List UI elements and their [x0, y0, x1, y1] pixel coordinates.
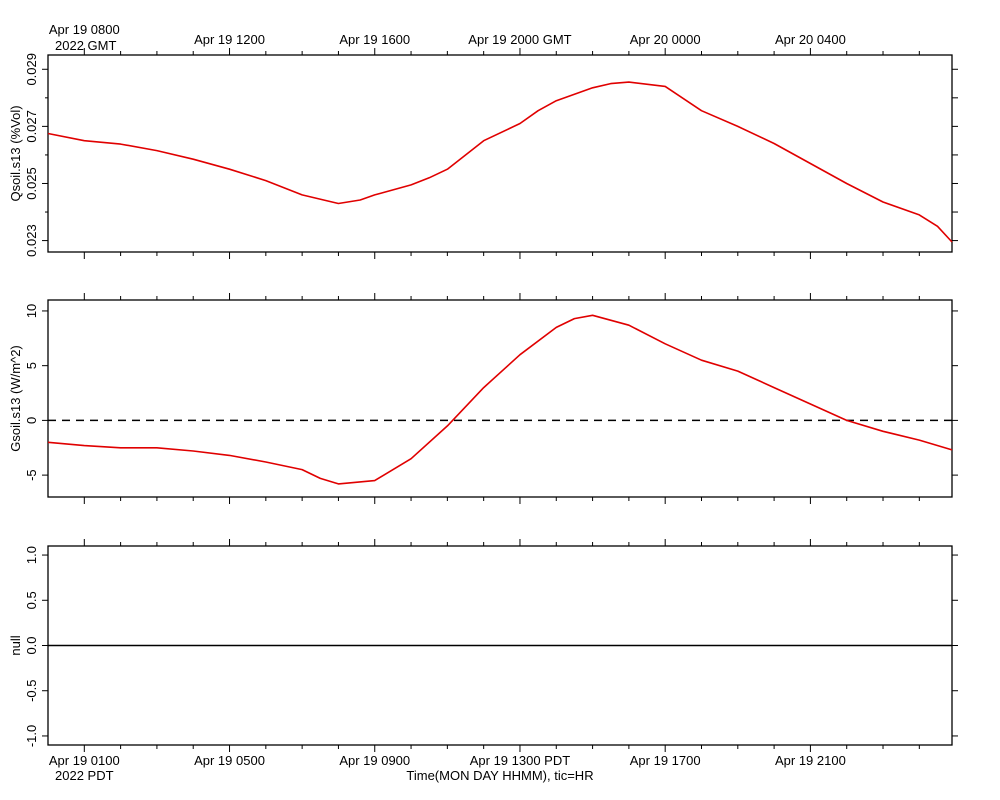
y-tick-label: 0.027 — [24, 110, 39, 143]
plot-frame — [47, 54, 953, 253]
top-time-label: Apr 20 0000 — [630, 32, 701, 47]
y-tick-label: 0.029 — [24, 53, 39, 86]
y-tick-label: -0.5 — [24, 680, 39, 702]
y-tick-label: 1.0 — [24, 546, 39, 564]
bottom-time-label: Apr 19 2100 — [775, 753, 846, 768]
bottom-time-label: Apr 19 1700 — [630, 753, 701, 768]
bottom-time-label: Apr 19 1300 PDT — [470, 753, 571, 768]
series-line — [47, 314, 953, 485]
y-tick-label: -5 — [24, 469, 39, 481]
top-time-label: Apr 19 2000 GMT — [468, 32, 571, 47]
top-time-label: Apr 19 0800 — [49, 22, 120, 37]
series-line — [47, 81, 953, 243]
soil-heat-flux-panel: 10 5 0 -5 Gsoil.s13 (W/m^2) — [8, 293, 958, 504]
top-time-label: Apr 19 1200 — [194, 32, 265, 47]
top-time-axis: Apr 19 0800 Apr 19 1200 Apr 19 1600 Apr 19 … — [49, 22, 846, 47]
y-axis-label: null — [8, 635, 23, 655]
bottom-time-label: Apr 19 0100 — [49, 753, 120, 768]
y-tick-label: 0.0 — [24, 636, 39, 654]
bottom-time-label: Apr 19 0900 — [339, 753, 410, 768]
y-tick-label: 0.5 — [24, 591, 39, 609]
null-panel: 1.0 0.5 0.0 -0.5 -1.0 null — [8, 539, 958, 752]
y-tick-label: 10 — [24, 304, 39, 318]
plot-frame — [47, 299, 953, 498]
bottom-year-label: 2022 PDT — [55, 768, 114, 783]
y-tick-label: 0.025 — [24, 167, 39, 200]
x-axis-label: Time(MON DAY HHMM), tic=HR — [406, 768, 593, 783]
top-year-label: 2022 GMT — [55, 38, 116, 53]
bottom-time-axis: Apr 19 0100 Apr 19 0500 Apr 19 0900 Apr 19 … — [49, 753, 846, 768]
top-time-label: Apr 19 1600 — [339, 32, 410, 47]
bottom-time-label: Apr 19 0500 — [194, 753, 265, 768]
y-tick-label: 5 — [24, 362, 39, 369]
y-axis-label: Gsoil.s13 (W/m^2) — [8, 345, 23, 452]
top-time-label: Apr 20 0400 — [775, 32, 846, 47]
y-tick-label: -1.0 — [24, 725, 39, 747]
soil-moisture-panel: 0.023 0.025 0.027 0.029 Qsoil.s13 (%Vol) — [8, 48, 958, 259]
y-axis-label: Qsoil.s13 (%Vol) — [8, 105, 23, 201]
y-tick-label: 0.023 — [24, 224, 39, 257]
y-tick-label: 0 — [24, 417, 39, 424]
